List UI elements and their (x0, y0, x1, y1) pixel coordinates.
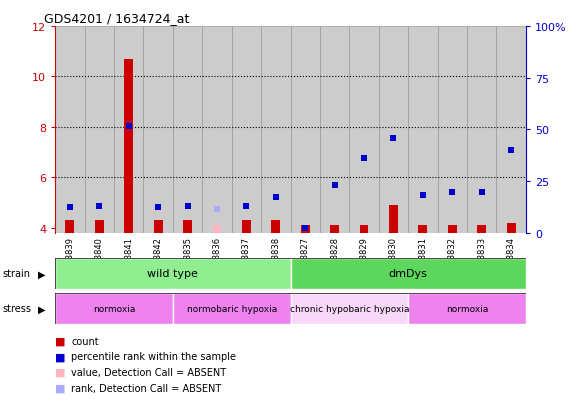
Bar (144, 27, 173, 233)
Bar (232, 27, 261, 233)
Bar (242, 221, 251, 233)
Bar (290, 27, 320, 233)
Bar (183, 221, 192, 233)
Bar (437, 27, 467, 233)
Bar (301, 226, 310, 233)
Bar (213, 226, 221, 233)
Bar (271, 221, 280, 233)
Bar (154, 221, 163, 233)
Bar (55, 258, 290, 289)
Text: strain: strain (3, 268, 31, 279)
Text: percentile rank within the sample: percentile rank within the sample (71, 351, 236, 361)
Text: ▶: ▶ (38, 304, 45, 314)
Text: GDS4201 / 1634724_at: GDS4201 / 1634724_at (44, 12, 189, 25)
Bar (496, 27, 526, 233)
Bar (173, 293, 290, 324)
Text: ■: ■ (55, 336, 66, 346)
Bar (290, 293, 408, 324)
Bar (448, 226, 457, 233)
Bar (360, 226, 368, 233)
Text: rank, Detection Call = ABSENT: rank, Detection Call = ABSENT (71, 383, 222, 393)
Bar (114, 27, 144, 233)
Text: ■: ■ (55, 367, 66, 377)
Bar (55, 27, 85, 233)
Text: ▶: ▶ (38, 268, 45, 279)
Text: wild type: wild type (148, 268, 198, 279)
Bar (55, 293, 173, 324)
Text: count: count (71, 336, 99, 346)
Bar (173, 27, 202, 233)
Text: stress: stress (3, 304, 32, 314)
Bar (418, 226, 427, 233)
Bar (477, 226, 486, 233)
Bar (85, 27, 114, 233)
Text: value, Detection Call = ABSENT: value, Detection Call = ABSENT (71, 367, 227, 377)
Bar (202, 27, 232, 233)
Text: ■: ■ (55, 383, 66, 393)
Bar (66, 221, 74, 233)
Bar (290, 258, 526, 289)
Bar (95, 221, 104, 233)
Text: chronic hypobaric hypoxia: chronic hypobaric hypoxia (289, 304, 409, 313)
Text: normoxia: normoxia (446, 304, 488, 313)
Bar (124, 59, 133, 233)
Bar (408, 293, 526, 324)
Text: normobaric hypoxia: normobaric hypoxia (187, 304, 277, 313)
Bar (467, 27, 496, 233)
Text: normoxia: normoxia (93, 304, 135, 313)
Bar (330, 226, 339, 233)
Bar (408, 27, 437, 233)
Bar (349, 27, 379, 233)
Bar (507, 223, 515, 233)
Bar (389, 206, 398, 233)
Bar (261, 27, 290, 233)
Bar (379, 27, 408, 233)
Text: ■: ■ (55, 351, 66, 361)
Bar (320, 27, 349, 233)
Text: dmDys: dmDys (389, 268, 428, 279)
